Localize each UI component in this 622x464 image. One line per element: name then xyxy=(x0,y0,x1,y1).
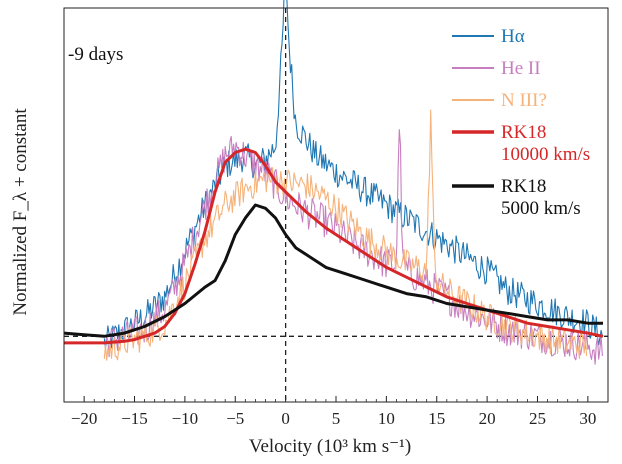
series-line-rk18-5000-km-s xyxy=(63,203,603,338)
legend-label: He II xyxy=(501,58,541,79)
x-tick-label: −5 xyxy=(226,409,244,428)
series-line-he-ii xyxy=(103,129,603,365)
x-axis-label: Velocity (10³ km s⁻¹) xyxy=(249,436,411,457)
x-tick-label: −20 xyxy=(71,409,98,428)
legend-label: RK18 5000 km/s xyxy=(501,176,581,219)
legend-label: N III? xyxy=(501,90,547,111)
x-tick-label: 5 xyxy=(332,409,341,428)
x-tick-label: 10 xyxy=(378,409,395,428)
legend-label: RK18 10000 km/s xyxy=(501,122,590,165)
legend-label: Hα xyxy=(501,26,525,47)
legend-item-rk18-5000-km-s: RK18 5000 km/s xyxy=(452,176,581,219)
legend-item-he-ii: He II xyxy=(452,58,541,79)
x-tick-label: 30 xyxy=(579,409,596,428)
x-tick-label: 0 xyxy=(281,409,290,428)
x-axis-ticks: −20 −15 −10 −5 0 5 10 15 20 25 30 xyxy=(71,396,596,428)
x-tick-label: 25 xyxy=(529,409,546,428)
series-line-n-iii xyxy=(103,109,588,361)
x-tick-label: −15 xyxy=(121,409,148,428)
series-layer xyxy=(63,0,604,365)
x-tick-label: −10 xyxy=(172,409,199,428)
x-tick-label: 20 xyxy=(479,409,496,428)
legend-item-rk18-10000-km-s: RK18 10000 km/s xyxy=(452,122,590,165)
x-tick-label: 15 xyxy=(428,409,445,428)
legend: Hα He II N III? RK18 10000 km/s RK18 5000 km/s xyxy=(452,26,590,219)
annotation-epoch: -9 days xyxy=(68,44,123,65)
legend-item-h: Hα xyxy=(452,26,525,47)
legend-item-n-iii: N III? xyxy=(452,90,547,111)
y-axis-label: Normalized F_λ + constant xyxy=(10,108,31,316)
series-line-h xyxy=(103,0,603,349)
